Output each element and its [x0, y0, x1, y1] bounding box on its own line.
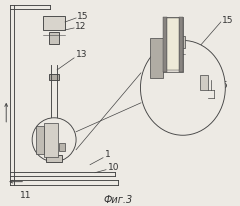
- Text: 16: 16: [217, 81, 228, 90]
- Bar: [36, 126, 44, 154]
- Ellipse shape: [140, 40, 225, 135]
- Bar: [163, 17, 183, 72]
- Bar: [163, 17, 167, 72]
- Text: 13: 13: [76, 50, 88, 59]
- Bar: [200, 75, 208, 90]
- Bar: [46, 155, 62, 162]
- Bar: [49, 32, 59, 44]
- Bar: [44, 123, 58, 157]
- Text: Фиг.3: Фиг.3: [103, 195, 133, 205]
- Bar: [179, 17, 183, 72]
- Bar: [59, 143, 65, 151]
- Bar: [167, 18, 179, 70]
- Text: 12: 12: [75, 22, 86, 32]
- Text: 15: 15: [222, 16, 233, 26]
- Text: 15: 15: [77, 13, 89, 21]
- Circle shape: [32, 118, 76, 162]
- Bar: [49, 74, 59, 80]
- Text: 10: 10: [108, 163, 120, 172]
- Bar: [150, 38, 163, 78]
- Bar: [163, 36, 185, 48]
- Text: 1: 1: [105, 150, 111, 159]
- Bar: [43, 16, 65, 30]
- Text: 11: 11: [20, 191, 32, 200]
